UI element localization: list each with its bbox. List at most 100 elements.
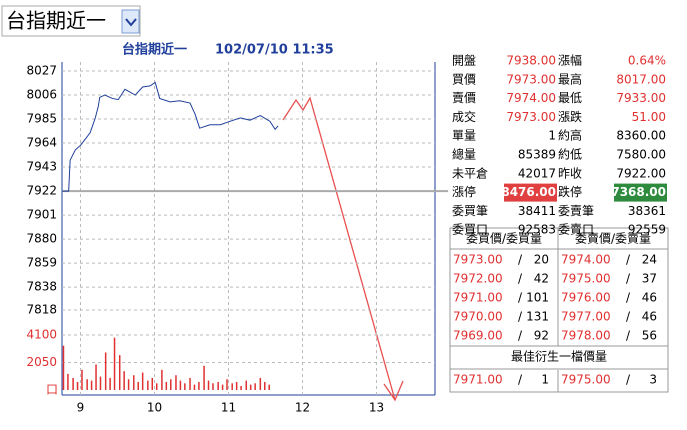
volume-bar (264, 381, 266, 390)
volume-bar (76, 381, 79, 390)
volume-bar (165, 381, 168, 390)
quote-label: 跌停 (558, 184, 582, 199)
best-title: 最佳衍生一檔價量 (511, 350, 607, 364)
order-qty: 20 (534, 253, 549, 267)
y-tick-label: 7985 (26, 112, 57, 126)
quote-label: 委賣筆 (558, 203, 594, 218)
order-qty: 131 (526, 310, 549, 324)
volume-bar (203, 365, 205, 390)
volume-bar (170, 379, 172, 390)
quote-value: 7368.00 (611, 185, 666, 199)
order-qty: 46 (642, 291, 657, 305)
volume-bar (254, 383, 256, 390)
quote-label: 最高 (558, 71, 582, 86)
x-tick-label: 13 (369, 401, 384, 415)
quote-value: 7973.00 (506, 72, 556, 86)
selector-box[interactable] (1, 5, 141, 37)
volume-bar (151, 377, 154, 390)
volume-bar (161, 369, 163, 390)
order-price: 7969.00 (453, 329, 503, 343)
volume-bar (109, 377, 111, 390)
volume-bar (184, 383, 186, 390)
volume-bar (221, 384, 224, 390)
volume-bar (81, 369, 83, 390)
y-tick-label: 7880 (26, 232, 57, 246)
quote-value: 42017 (518, 166, 556, 180)
volume-bar (198, 381, 200, 390)
quote-label: 昨收 (558, 166, 582, 180)
annotation-arrowhead (383, 380, 404, 402)
quote-label: 委買筆 (452, 204, 488, 218)
volume-bar (72, 377, 74, 390)
quote-label: 漲跌 (558, 109, 582, 124)
volume-bar (226, 379, 228, 390)
volume-bar (123, 371, 125, 390)
order-qty: 24 (642, 253, 657, 267)
order-price: 7978.00 (561, 329, 611, 343)
order-qty: 92 (534, 329, 549, 343)
volume-bar (212, 383, 214, 390)
price-line (62, 81, 279, 192)
quote-value: 8017.00 (616, 72, 666, 86)
order-price: 7975.00 (561, 373, 611, 387)
order-price: 7976.00 (561, 291, 611, 305)
volume-bar (141, 372, 144, 390)
x-tick-label: 12 (295, 401, 310, 415)
quote-value: 8476.00 (501, 185, 556, 199)
volume-bar (147, 380, 149, 390)
order-separator: / (518, 253, 523, 267)
volume-bar (95, 364, 97, 390)
order-separator: / (518, 310, 523, 324)
volume-bar (249, 384, 252, 390)
value-highlight (504, 183, 557, 202)
order-qty: 3 (649, 373, 657, 387)
quote-label: 最低 (558, 91, 582, 105)
quote-label: 未平倉 (452, 165, 488, 180)
order-qty: 56 (642, 329, 657, 343)
selector-button[interactable] (121, 9, 140, 34)
order-book-frame (449, 227, 669, 393)
volume-bar (155, 383, 158, 390)
order-separator: / (626, 291, 631, 305)
quote-value: 0.64% (628, 54, 666, 68)
volume-bar (137, 381, 139, 390)
y-tick-label: 7901 (26, 208, 57, 222)
quote-value: 7938.00 (506, 54, 556, 68)
quote-label: 總量 (452, 147, 476, 162)
quote-value: 92559 (628, 223, 666, 237)
y-tick-label: 7838 (26, 280, 57, 294)
quote-value: 85389 (518, 148, 556, 162)
volume-bar (207, 380, 210, 390)
order-qty: 101 (526, 291, 549, 305)
volume-bar (217, 381, 219, 390)
chart-title: 台指期近一 (122, 42, 187, 58)
order-qty: 46 (642, 310, 657, 324)
x-tick-label: 11 (221, 401, 236, 415)
order-price: 7974.00 (561, 253, 611, 267)
order-header: 委賣價/委賣量 (575, 231, 651, 246)
volume-bar (259, 377, 262, 390)
quote-value: 38361 (628, 204, 666, 218)
order-separator: / (518, 291, 523, 305)
quote-label: 單量 (452, 129, 476, 143)
order-separator: / (626, 329, 631, 343)
y-tick-label: 7922 (26, 184, 57, 198)
volume-bar (99, 376, 102, 390)
volume-bar (235, 381, 238, 390)
order-separator: / (626, 373, 631, 387)
y-tick-label: 7943 (26, 160, 57, 174)
volume-tick-label: 2050 (26, 355, 57, 369)
order-price: 7971.00 (453, 373, 503, 387)
quote-label: 漲幅 (558, 53, 582, 68)
volume-bar (240, 385, 242, 390)
order-header: 委買價/委買量 (466, 232, 542, 246)
quote-value: 51.00 (632, 110, 666, 124)
quote-value: 1 (548, 129, 556, 143)
quote-label: 約高 (558, 128, 582, 143)
order-price: 7977.00 (561, 310, 611, 324)
order-price: 7973.00 (453, 253, 503, 267)
quote-label: 成交 (452, 109, 476, 124)
volume-bar (133, 375, 135, 390)
quote-label: 開盤 (452, 54, 476, 68)
y-tick-label: 8027 (26, 64, 57, 78)
